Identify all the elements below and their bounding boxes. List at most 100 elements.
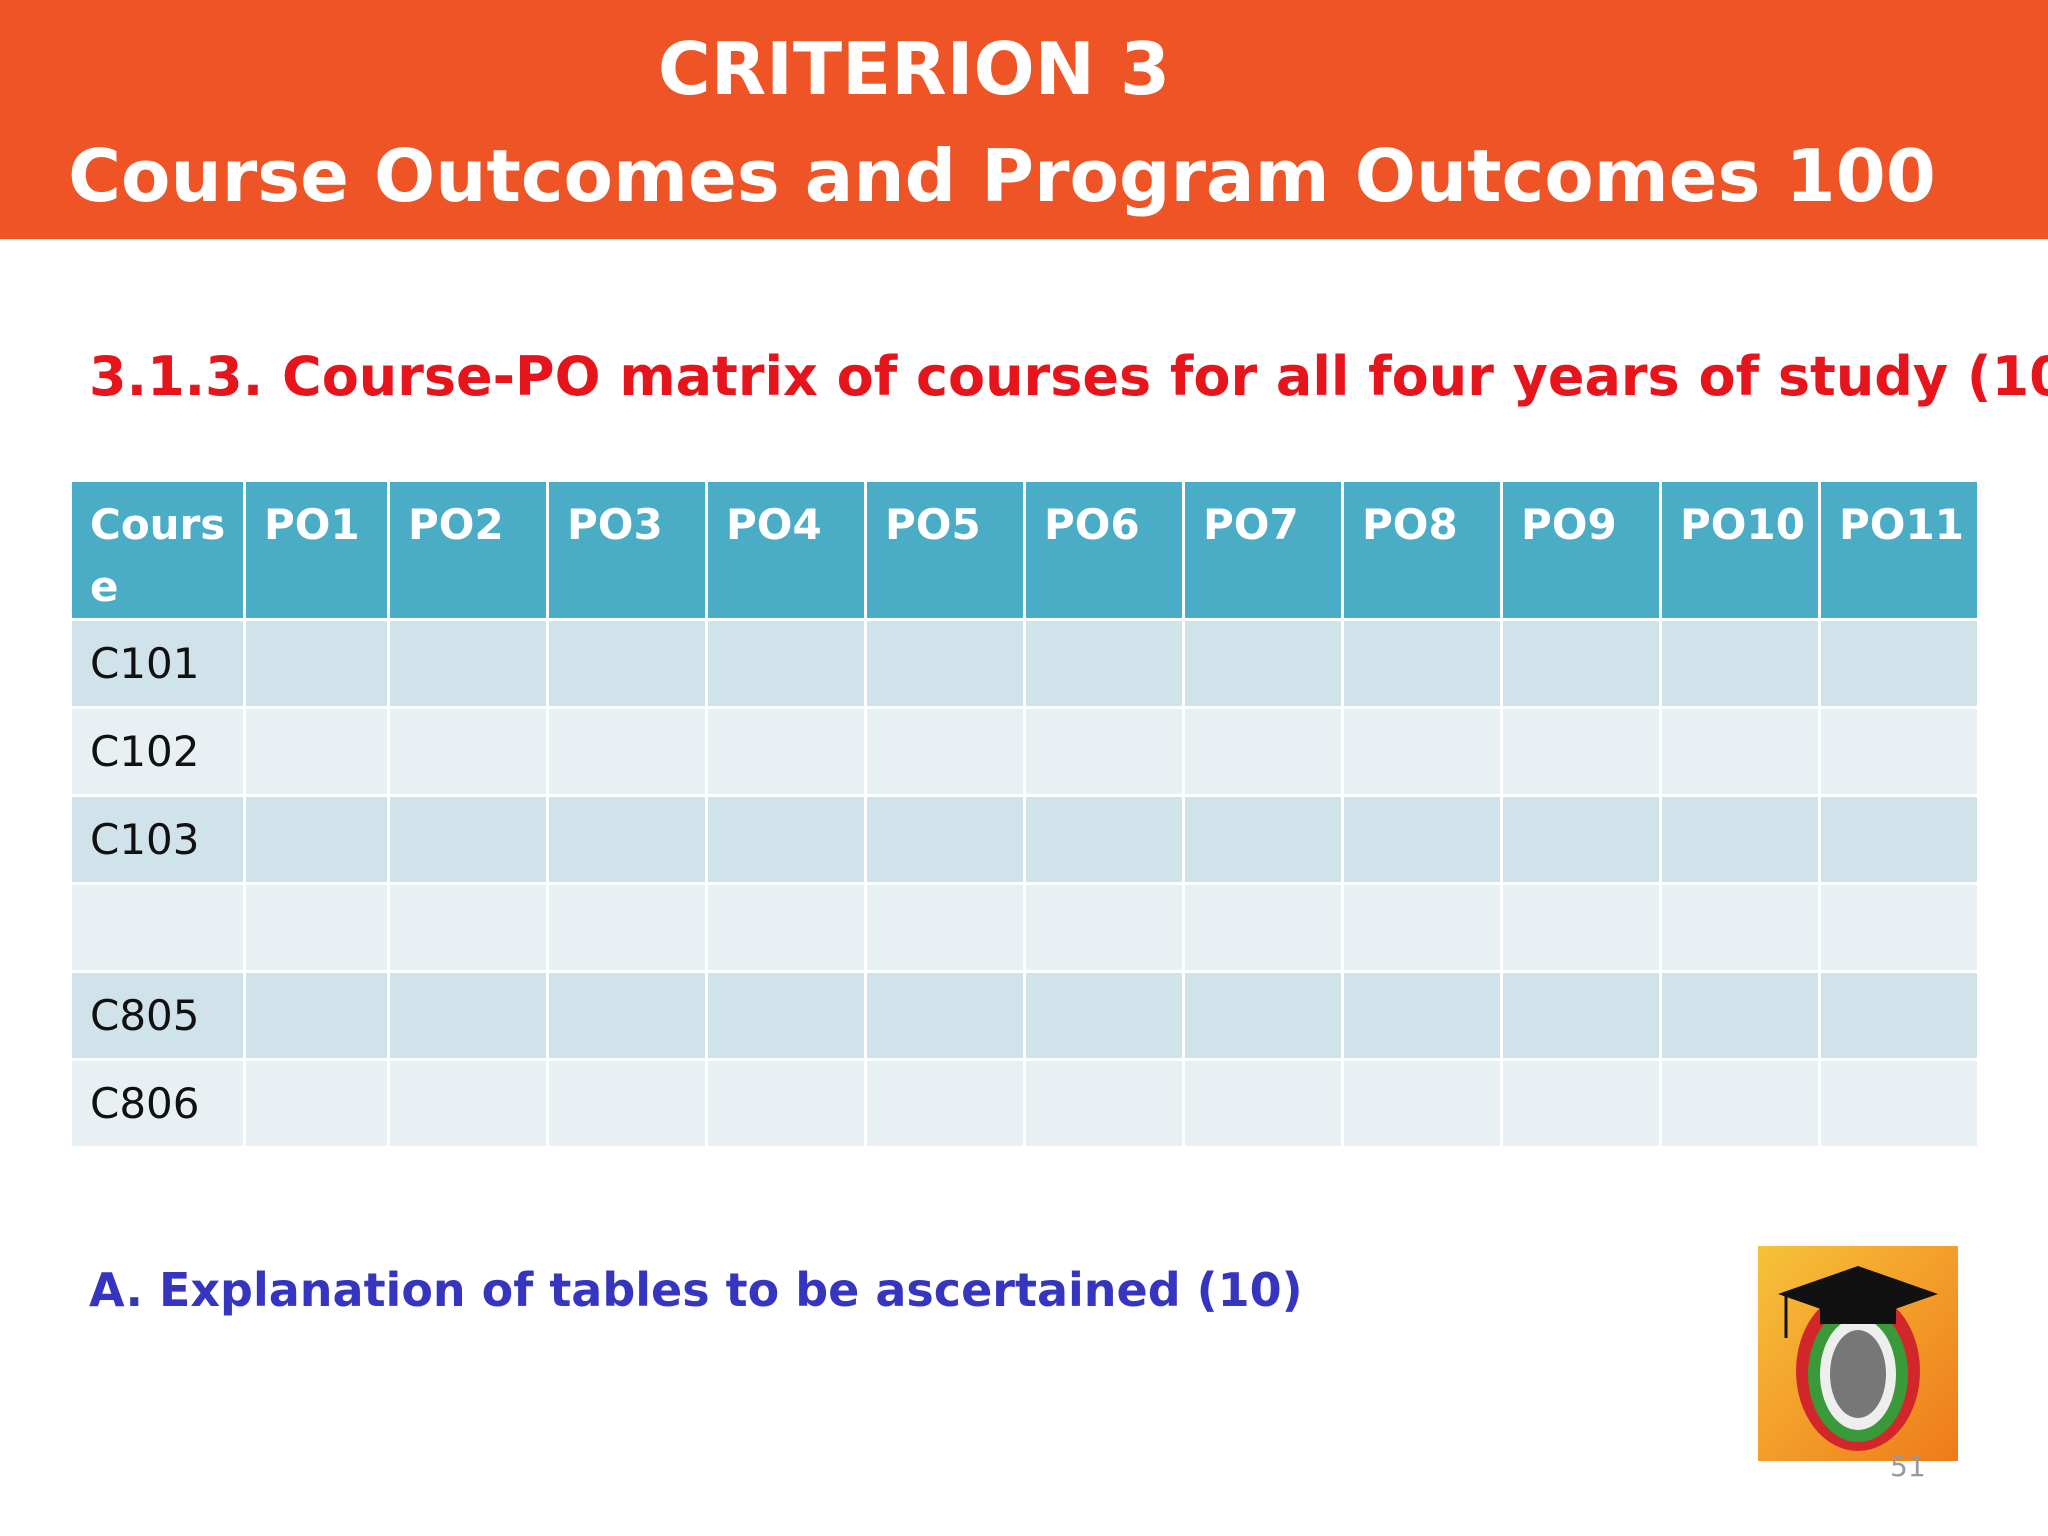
table-row [69,882,1980,973]
table-cell [1500,1058,1662,1149]
matrix-table: Course PO1 PO2 PO3 PO4 PO5 PO6 PO7 PO8 PO9 PO10 PO1… [69,479,1980,1149]
table-cell [1182,706,1344,797]
table-cell [1818,706,1980,797]
column-header: PO4 [705,479,867,621]
header-title: Course Outcomes and Program Outcomes 100 [68,134,1936,218]
column-header: PO7 [1182,479,1344,621]
row-label: C101 [69,618,246,709]
table-cell [1182,970,1344,1061]
table-cell [1182,882,1344,973]
column-header: PO6 [1023,479,1185,621]
table-cell [1182,794,1344,885]
table-cell [387,794,549,885]
table-cell [1500,618,1662,709]
subtitle: 3.1.3. Course-PO matrix of courses for a… [89,345,2048,408]
table-cell [1341,706,1503,797]
header-band [0,0,2048,239]
column-header: PO9 [1500,479,1662,621]
logo [1758,1246,1958,1461]
table-cell [1023,706,1185,797]
row-label [69,882,246,973]
table-row: C805 [69,970,1980,1061]
table-cell [1341,882,1503,973]
table-cell [1818,1058,1980,1149]
table-cell [1182,618,1344,709]
table-cell [864,1058,1026,1149]
table-row: C101 [69,618,1980,709]
table-cell [1341,794,1503,885]
table-cell [1023,882,1185,973]
table-cell [387,1058,549,1149]
table-cell [705,706,867,797]
table-cell [546,970,708,1061]
table-cell [243,1058,390,1149]
table-cell [1023,794,1185,885]
table-cell [387,970,549,1061]
table-cell [705,618,867,709]
table-cell [1659,618,1821,709]
column-header: PO3 [546,479,708,621]
row-label: C805 [69,970,246,1061]
table-cell [1659,706,1821,797]
table-cell [1023,1058,1185,1149]
table-cell [1500,794,1662,885]
table-cell [1500,970,1662,1061]
table-cell [864,882,1026,973]
column-header: Course [69,479,246,621]
table-cell [546,1058,708,1149]
table-cell [387,618,549,709]
table-cell [864,706,1026,797]
note: A. Explanation of tables to be ascertain… [89,1263,1303,1317]
table-cell [864,970,1026,1061]
table-cell [1341,618,1503,709]
table-cell [705,1058,867,1149]
table-cell [1818,618,1980,709]
page-number: 51 [1890,1450,1926,1483]
table-cell [705,882,867,973]
table-cell [243,794,390,885]
table-cell [1341,1058,1503,1149]
table-cell [387,706,549,797]
column-header: PO5 [864,479,1026,621]
column-header: PO10 [1659,479,1821,621]
table-cell [1500,706,1662,797]
table-cell [1500,882,1662,973]
table-cell [1818,970,1980,1061]
table-cell [546,794,708,885]
table-cell [864,794,1026,885]
table-cell [1182,1058,1344,1149]
column-header: PO1 [243,479,390,621]
table-row: C102 [69,706,1980,797]
table-cell [243,618,390,709]
table-cell [546,882,708,973]
table-cell [1659,970,1821,1061]
table-cell [1818,882,1980,973]
column-header: PO11 [1818,479,1980,621]
table-cell [705,794,867,885]
table-cell [1659,882,1821,973]
table-cell [1023,618,1185,709]
table-cell [546,618,708,709]
table-row: C806 [69,1058,1980,1149]
table-cell [243,706,390,797]
table-cell [243,970,390,1061]
table-cell [1023,970,1185,1061]
table-cell [864,618,1026,709]
table-cell [1659,1058,1821,1149]
table-cell [387,882,549,973]
row-label: C103 [69,794,246,885]
table-cell [546,706,708,797]
row-label: C102 [69,706,246,797]
table-cell [1341,970,1503,1061]
table-cell [705,970,867,1061]
header-row: Course PO1 PO2 PO3 PO4 PO5 PO6 PO7 PO8 PO9 PO10 PO1… [69,479,1980,621]
table-row: C103 [69,794,1980,885]
header-title: CRITERION 3 [657,27,1171,111]
table-cell [1659,794,1821,885]
table-cell [1818,794,1980,885]
column-header: PO2 [387,479,549,621]
column-header: PO8 [1341,479,1503,621]
row-label: C806 [69,1058,246,1149]
table-cell [243,882,390,973]
